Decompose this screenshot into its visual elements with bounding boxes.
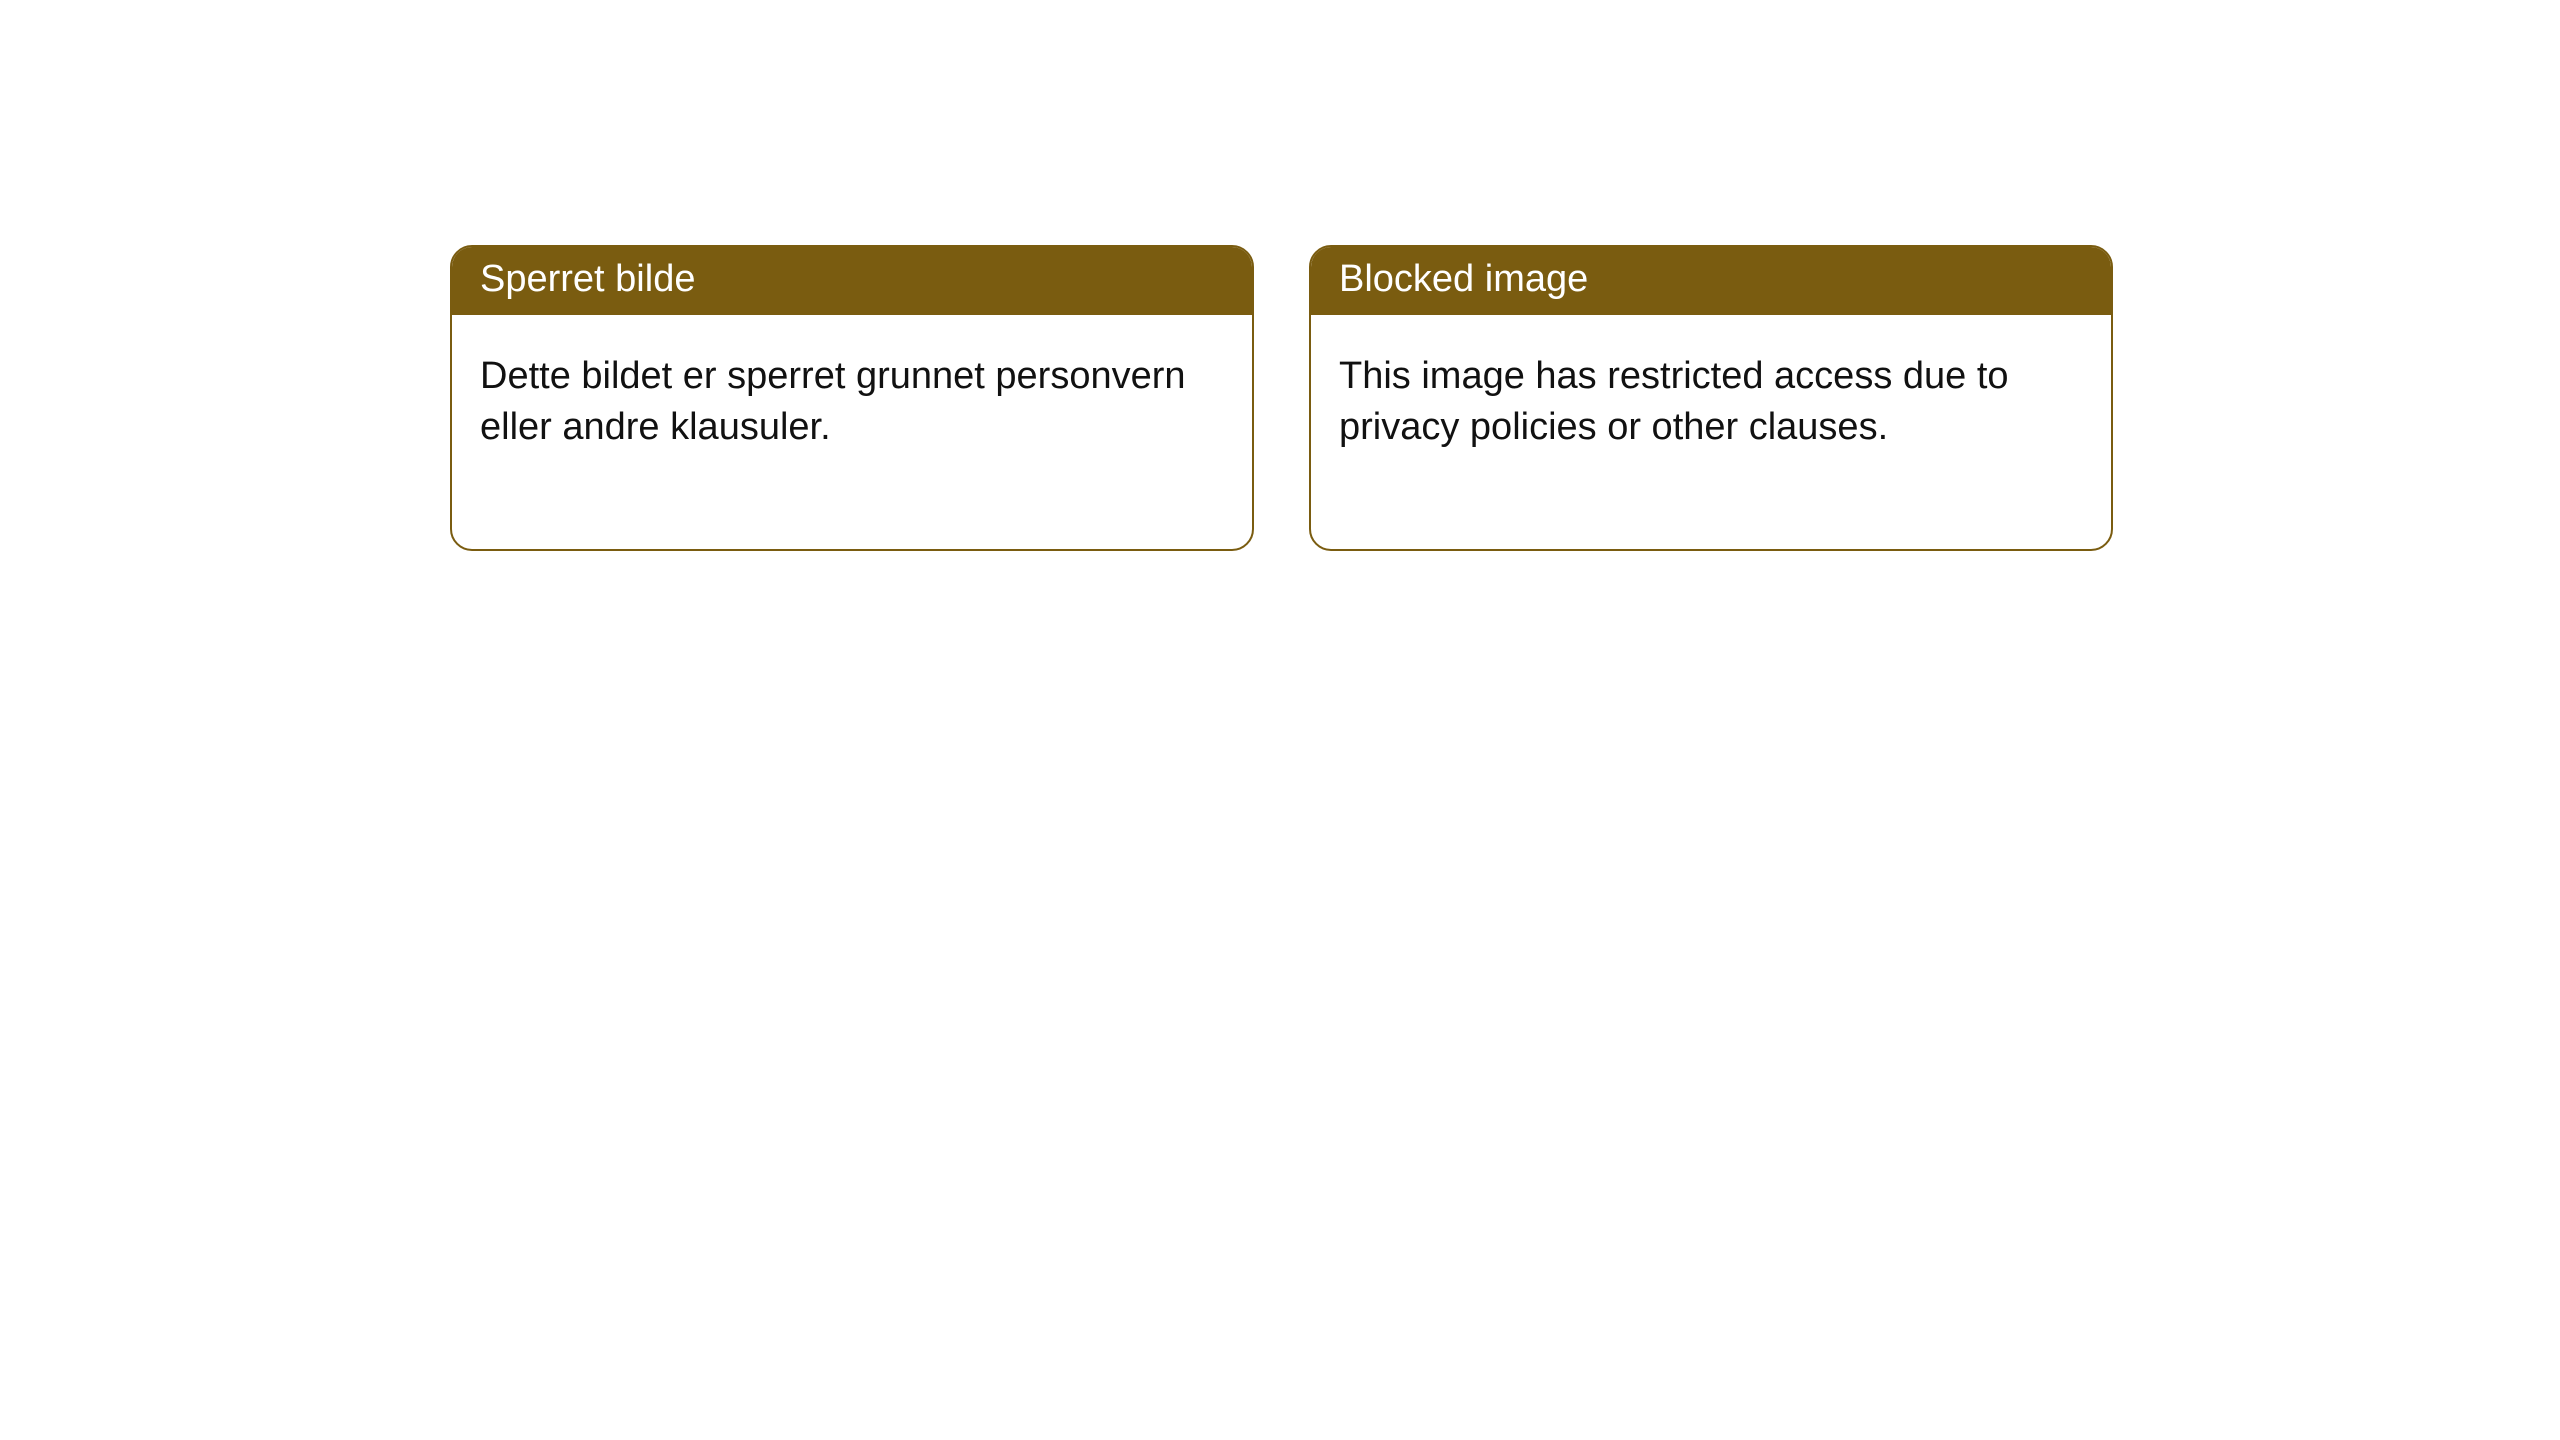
notice-title-en: Blocked image (1311, 247, 2111, 315)
notice-container: Sperret bilde Dette bildet er sperret gr… (0, 0, 2560, 551)
notice-title-no: Sperret bilde (452, 247, 1252, 315)
notice-body-no: Dette bildet er sperret grunnet personve… (452, 315, 1252, 550)
notice-card-norwegian: Sperret bilde Dette bildet er sperret gr… (450, 245, 1254, 551)
notice-card-english: Blocked image This image has restricted … (1309, 245, 2113, 551)
notice-body-en: This image has restricted access due to … (1311, 315, 2111, 550)
